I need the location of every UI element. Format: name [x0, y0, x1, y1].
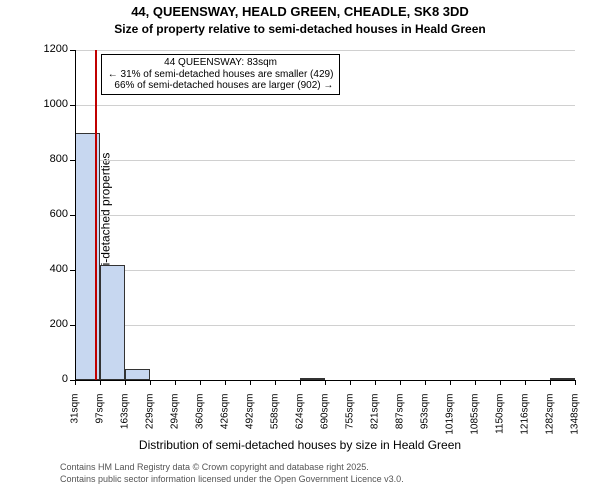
- x-tick: [425, 380, 426, 385]
- x-tick-label: 624sqm: [295, 394, 306, 444]
- y-tick-label: 0: [23, 373, 68, 385]
- x-tick-label: 821sqm: [370, 394, 381, 444]
- annotation-line: 66% of semi-detached houses are larger (…: [108, 80, 334, 92]
- y-tick-label: 400: [23, 263, 68, 275]
- histogram-bar: [100, 265, 125, 381]
- y-tick-label: 1000: [23, 98, 68, 110]
- x-tick-label: 360sqm: [195, 394, 206, 444]
- x-tick-label: 953sqm: [420, 394, 431, 444]
- y-tick-label: 1200: [23, 43, 68, 55]
- x-tick-label: 426sqm: [220, 394, 231, 444]
- x-tick: [525, 380, 526, 385]
- x-tick-label: 690sqm: [320, 394, 331, 444]
- gridline: [75, 325, 575, 326]
- x-tick-label: 887sqm: [395, 394, 406, 444]
- x-tick: [475, 380, 476, 385]
- x-tick-label: 755sqm: [345, 394, 356, 444]
- x-tick-label: 294sqm: [170, 394, 181, 444]
- x-tick-label: 97sqm: [95, 394, 106, 444]
- y-tick-label: 200: [23, 318, 68, 330]
- x-tick: [175, 380, 176, 385]
- x-tick: [350, 380, 351, 385]
- y-tick-label: 600: [23, 208, 68, 220]
- x-tick-label: 1019sqm: [445, 394, 456, 444]
- annotation-line: ← 31% of semi-detached houses are smalle…: [108, 69, 334, 81]
- x-tick-label: 492sqm: [245, 394, 256, 444]
- x-tick-label: 558sqm: [270, 394, 281, 444]
- reference-line: [95, 50, 97, 380]
- gridline: [75, 160, 575, 161]
- x-tick-label: 163sqm: [120, 394, 131, 444]
- x-tick: [200, 380, 201, 385]
- x-tick: [300, 380, 301, 385]
- x-tick: [150, 380, 151, 385]
- y-tick-label: 800: [23, 153, 68, 165]
- x-tick-label: 229sqm: [145, 394, 156, 444]
- x-tick-label: 1150sqm: [495, 394, 506, 444]
- footer-line-1: Contains HM Land Registry data © Crown c…: [60, 462, 369, 472]
- annotation-box: 44 QUEENSWAY: 83sqm← 31% of semi-detache…: [101, 54, 341, 95]
- x-tick-label: 1216sqm: [520, 394, 531, 444]
- x-tick: [125, 380, 126, 385]
- x-tick-label: 1348sqm: [570, 394, 581, 444]
- x-tick: [550, 380, 551, 385]
- chart-subtitle: Size of property relative to semi-detach…: [0, 22, 600, 36]
- x-tick: [400, 380, 401, 385]
- x-tick: [275, 380, 276, 385]
- x-tick-label: 31sqm: [70, 394, 81, 444]
- x-tick: [225, 380, 226, 385]
- x-tick: [500, 380, 501, 385]
- y-axis: [75, 50, 76, 380]
- x-tick: [450, 380, 451, 385]
- x-tick: [325, 380, 326, 385]
- footer-line-2: Contains public sector information licen…: [60, 474, 404, 484]
- x-tick: [575, 380, 576, 385]
- chart-title: 44, QUEENSWAY, HEALD GREEN, CHEADLE, SK8…: [0, 4, 600, 19]
- x-tick: [100, 380, 101, 385]
- annotation-line: 44 QUEENSWAY: 83sqm: [108, 57, 334, 69]
- gridline: [75, 105, 575, 106]
- histogram-bar: [125, 369, 150, 380]
- x-tick-label: 1282sqm: [545, 394, 556, 444]
- gridline: [75, 270, 575, 271]
- x-tick-label: 1085sqm: [470, 394, 481, 444]
- gridline: [75, 215, 575, 216]
- plot-area: [75, 50, 575, 380]
- x-tick: [75, 380, 76, 385]
- x-tick: [375, 380, 376, 385]
- x-tick: [250, 380, 251, 385]
- gridline: [75, 50, 575, 51]
